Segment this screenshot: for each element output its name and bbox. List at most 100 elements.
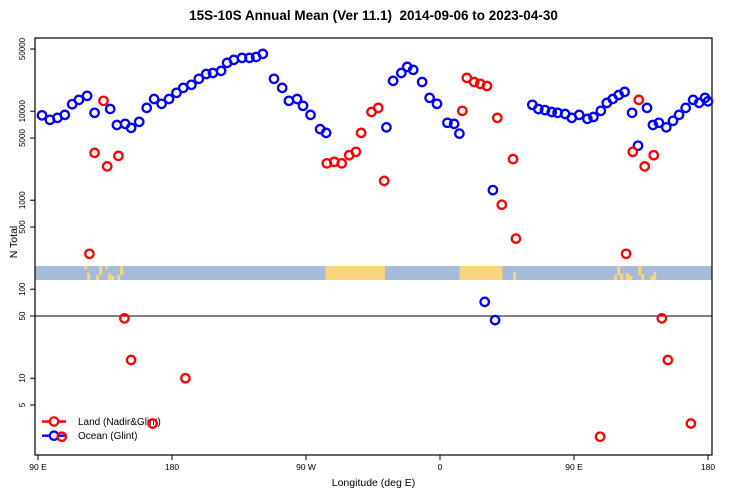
- land-patch: [638, 266, 642, 275]
- land-patch: [111, 276, 115, 280]
- land-patch: [87, 273, 91, 280]
- land-patch: [626, 273, 630, 280]
- land-point: [56, 431, 68, 443]
- y-tick-label: 10: [18, 373, 27, 382]
- y-tick-label: 1000: [18, 191, 27, 209]
- ocean-point: [667, 115, 679, 127]
- legend-label: Ocean (Glint): [78, 431, 137, 442]
- ocean-point: [104, 103, 116, 115]
- land-point: [481, 80, 493, 92]
- land-point: [627, 146, 639, 158]
- ocean-point: [133, 116, 145, 128]
- land-patch: [105, 266, 109, 269]
- land-point: [594, 431, 606, 443]
- land-patch: [620, 274, 624, 280]
- land-point: [89, 147, 100, 159]
- ocean-point: [186, 79, 197, 91]
- ocean-point: [479, 296, 491, 308]
- ocean-point: [632, 140, 644, 152]
- land-point: [119, 313, 130, 324]
- land-patch: [512, 272, 516, 280]
- y-tick-label: 50: [18, 311, 27, 320]
- land-patch: [108, 273, 112, 280]
- ocean-point: [36, 109, 48, 121]
- land-patch: [117, 275, 121, 280]
- land-point: [125, 354, 137, 366]
- land-point: [648, 149, 660, 161]
- land-patch: [84, 266, 88, 269]
- land-point: [507, 153, 519, 165]
- chart-title: 15S-10S Annual Mean (Ver 11.1) 2014-09-0…: [189, 8, 558, 23]
- ocean-point: [148, 93, 160, 105]
- x-tick-label: 90 W: [296, 462, 316, 472]
- land-point: [633, 94, 645, 106]
- ocean-point: [387, 75, 399, 87]
- land-point: [468, 76, 480, 88]
- land-point: [113, 150, 124, 162]
- land-point: [656, 313, 668, 324]
- land-segment: [325, 266, 385, 280]
- ocean-point: [442, 117, 453, 129]
- land-patch: [614, 275, 618, 280]
- ocean-point: [305, 109, 316, 121]
- legend-marker: [48, 416, 60, 427]
- ocean-point: [660, 121, 672, 133]
- land-point: [620, 248, 632, 260]
- plot-border: [34, 37, 713, 456]
- ocean-point: [448, 118, 460, 130]
- legend-label: Land (Nadir&Glint): [78, 417, 161, 428]
- land-patch: [629, 276, 633, 280]
- ocean-point: [582, 113, 593, 125]
- ocean-point: [588, 111, 599, 123]
- land-patch: [641, 274, 645, 280]
- ocean-point: [647, 119, 659, 131]
- land-point: [336, 157, 348, 169]
- ocean-point: [641, 102, 653, 114]
- land-point: [496, 199, 508, 211]
- land-patch: [617, 266, 621, 275]
- ocean-point: [680, 102, 692, 114]
- ocean-point: [381, 121, 392, 133]
- ocean-point: [283, 95, 295, 107]
- ocean-point: [395, 67, 407, 79]
- ocean-point: [595, 105, 607, 117]
- ocean-point: [619, 86, 630, 98]
- land-patch: [650, 276, 654, 280]
- ocean-point: [431, 98, 443, 110]
- land-patch: [120, 266, 124, 275]
- land-point: [378, 175, 390, 187]
- land-point: [147, 418, 158, 429]
- land-point: [101, 161, 113, 172]
- x-tick-label: 90 E: [565, 462, 583, 472]
- ocean-point: [532, 103, 544, 115]
- ocean-point: [573, 109, 585, 121]
- ocean-point: [424, 92, 435, 104]
- ocean-point: [193, 73, 205, 85]
- ocean-point: [89, 107, 100, 119]
- land-point: [456, 105, 468, 117]
- x-tick-label: 180: [701, 462, 715, 472]
- land-point: [510, 233, 522, 244]
- ocean-point: [156, 98, 167, 110]
- ocean-point: [73, 94, 85, 106]
- ocean-point: [257, 48, 269, 60]
- y-tick-label: 5: [18, 402, 27, 407]
- ocean-point: [546, 106, 558, 118]
- ocean-point: [487, 184, 499, 196]
- ocean-point: [59, 109, 71, 121]
- ocean-point: [454, 128, 465, 139]
- ocean-point: [653, 117, 665, 129]
- ocean-point: [291, 93, 303, 105]
- land-patch: [99, 266, 103, 275]
- ocean-point: [489, 314, 501, 326]
- land-point: [98, 95, 109, 107]
- y-tick-label: 10000: [18, 100, 27, 123]
- ocean-point: [163, 93, 175, 105]
- ocean-point: [141, 102, 153, 114]
- land-point: [355, 127, 367, 139]
- x-tick-label: 180: [165, 462, 179, 472]
- ocean-point: [702, 96, 714, 107]
- ocean-point: [673, 109, 685, 121]
